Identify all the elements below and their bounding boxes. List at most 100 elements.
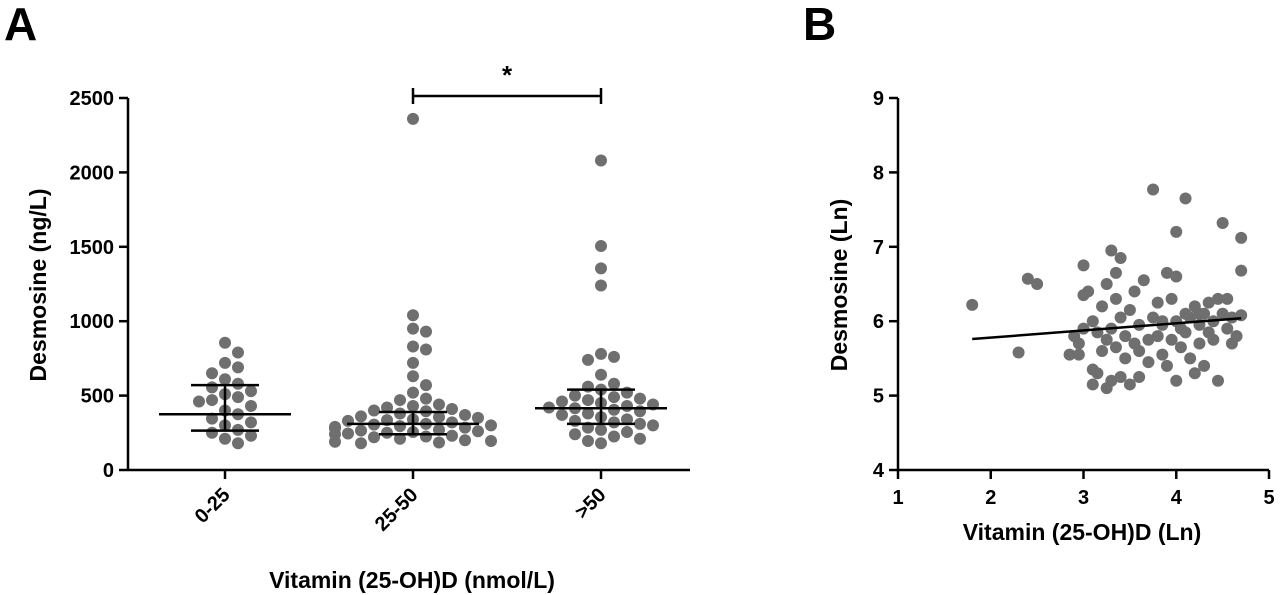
- panel-a-point: [608, 350, 620, 363]
- panel-a-point: [206, 394, 218, 407]
- panel-b-point: [1133, 344, 1146, 357]
- panel-a-point: [595, 240, 607, 253]
- panel-b-point: [1151, 296, 1164, 309]
- panel-a-point: [355, 410, 367, 423]
- panel-a-x-tick-label: 25-50: [371, 484, 423, 536]
- panel-b-point: [1105, 244, 1118, 257]
- panel-a-axes: 0 500 1000 1500 2000 2500 0-25 25-50 >50: [70, 88, 690, 536]
- panel-a-point: [485, 419, 497, 432]
- panel-b-point: [1096, 344, 1109, 357]
- panel-b-point: [1077, 322, 1090, 335]
- panel-b-point: [1072, 337, 1085, 350]
- panel-b-point: [1198, 359, 1211, 372]
- panel-b-point: [1147, 311, 1160, 324]
- panel-a-point: [595, 279, 607, 292]
- panel-b-y-tick-label: 6: [873, 311, 884, 333]
- panel-b-point: [1207, 333, 1220, 346]
- panel-b-point: [1225, 337, 1238, 350]
- panel-b-point: [1012, 346, 1025, 359]
- panel-b-point: [1225, 311, 1238, 324]
- panel-a-point: [634, 417, 646, 430]
- panel-b-point: [1082, 285, 1095, 298]
- panel-b-point: [1221, 322, 1234, 335]
- panel-a-point: [472, 425, 484, 438]
- panel-b-point: [1109, 266, 1122, 279]
- panel-a-point: [608, 403, 620, 416]
- panel-a-x-tick-label: 0-25: [191, 484, 235, 528]
- panel-a-point: [582, 434, 594, 447]
- panel-a-point: [595, 347, 607, 360]
- panel-b-point: [1100, 278, 1113, 290]
- panel-a-point: [634, 432, 646, 445]
- panel-b-point: [1114, 371, 1127, 383]
- panel-b-point: [1077, 259, 1090, 272]
- panel-a-point: [219, 356, 231, 369]
- panel-a-point: [206, 426, 218, 439]
- panel-b-point: [1147, 183, 1160, 196]
- panel-a-point: [621, 400, 633, 413]
- panel-b-point: [1235, 264, 1248, 277]
- panel-a-point: [206, 381, 218, 394]
- panel-b-point: [1133, 371, 1146, 383]
- panel-a-point: [485, 434, 497, 447]
- panel-b-x-tick-label: 2: [985, 487, 996, 509]
- panel-b-point: [1119, 330, 1132, 343]
- panel-a-point: [621, 413, 633, 426]
- panel-a-point: [595, 368, 607, 381]
- panel-a-y-tick-label: 2500: [70, 88, 115, 110]
- panel-a-point: [407, 370, 419, 383]
- panel-b-point: [1109, 341, 1122, 354]
- panel-a-point: [355, 437, 367, 450]
- panel-a-point: [381, 401, 393, 414]
- panel-a-point: [232, 377, 244, 390]
- panel-a-point: [433, 411, 445, 424]
- panel-a-point: [407, 112, 419, 125]
- panel-a-point: [407, 400, 419, 413]
- panel-a-point: [472, 411, 484, 424]
- panel-b-point: [1086, 363, 1099, 376]
- panel-a-point: [595, 423, 607, 436]
- panel-a-median-iqr: [159, 383, 667, 436]
- panel-a-point: [407, 386, 419, 399]
- panel-a-point: [569, 428, 581, 441]
- panel-a-point: [381, 426, 393, 439]
- panel-a-point: [595, 262, 607, 275]
- panel-a-point: [245, 385, 257, 398]
- panel-a-point: [634, 392, 646, 405]
- panel-b-point: [1123, 378, 1136, 391]
- panel-b-point: [1100, 333, 1113, 346]
- panel-b-point: [1031, 278, 1044, 290]
- panel-a-chart: 0 500 1000 1500 2000 2500 0-25 25-50 >50 * Vitam…: [25, 60, 690, 593]
- panel-a-point: [232, 346, 244, 359]
- panel-a-y-tick-label: 1000: [70, 311, 115, 333]
- panel-a-point: [420, 379, 432, 392]
- panel-a-point: [232, 437, 244, 450]
- panel-b-point: [1086, 378, 1099, 391]
- panel-a-point: [446, 416, 458, 429]
- panel-a-point: [433, 398, 445, 411]
- panel-a-point: [582, 407, 594, 420]
- panel-a-point: [569, 389, 581, 402]
- panel-b-point: [1114, 311, 1127, 324]
- panel-b-point: [1170, 270, 1183, 283]
- regression-line: [972, 316, 1242, 341]
- panel-a-point: [407, 322, 419, 335]
- panel-a-y-tick-label: 0: [103, 460, 114, 482]
- panel-a-point: [206, 412, 218, 425]
- panel-a-point: [394, 407, 406, 420]
- panel-a-point: [245, 400, 257, 413]
- panel-b-point: [1160, 266, 1173, 279]
- panel-a-point: [608, 416, 620, 429]
- panel-a-y-tick-label: 1500: [70, 237, 115, 259]
- panel-b-point: [1119, 352, 1132, 365]
- panel-b-point: [1096, 300, 1109, 313]
- panel-b-point: [1235, 231, 1248, 244]
- panel-b-point: [1151, 330, 1164, 343]
- panel-a-point: [433, 423, 445, 436]
- panel-a-point: [446, 429, 458, 442]
- panel-b-point: [1114, 251, 1127, 264]
- panel-b-x-tick-label: 5: [1263, 487, 1274, 509]
- panel-b-point: [1179, 326, 1192, 339]
- panel-b-point: [1128, 285, 1141, 298]
